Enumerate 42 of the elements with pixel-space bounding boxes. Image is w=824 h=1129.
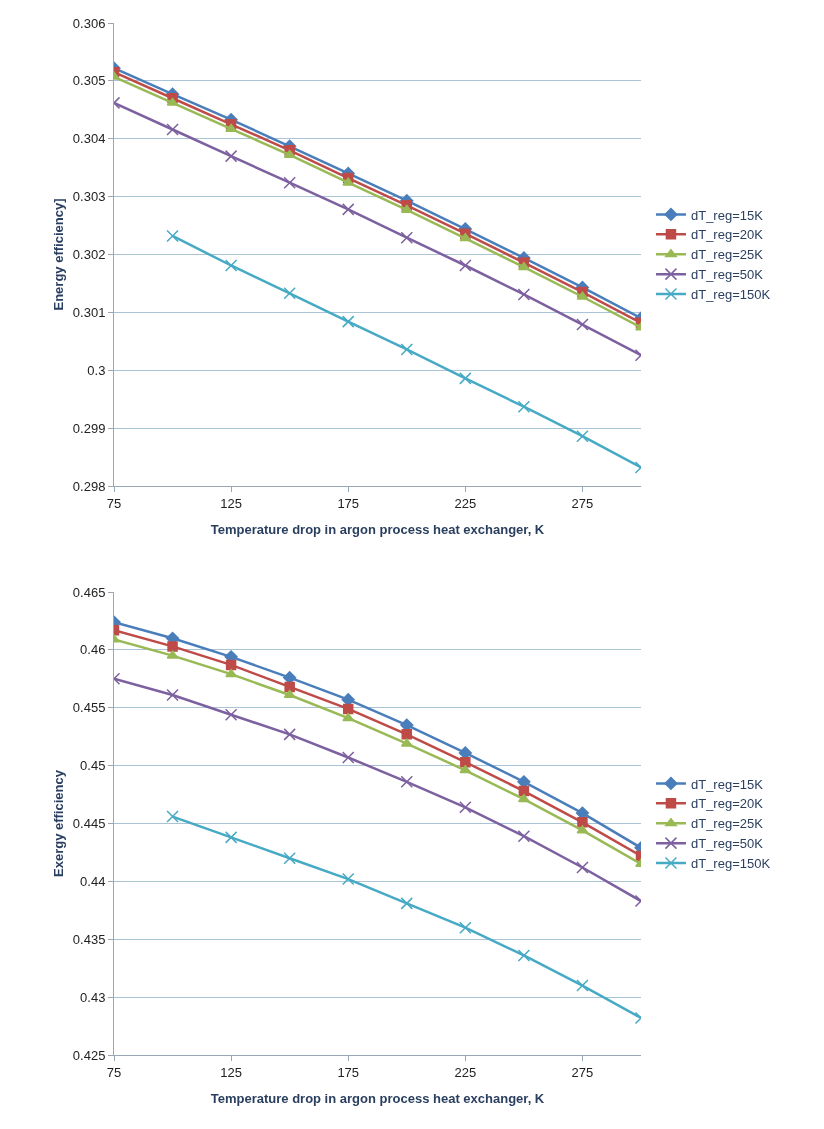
x-tick-label: 175 xyxy=(337,1064,360,1080)
x-tick-label: 275 xyxy=(571,1064,594,1080)
y-tick-label: 0.301 xyxy=(72,304,106,320)
y-tick-label: 0.305 xyxy=(72,73,106,89)
y-axis-title: Exergy efficiency xyxy=(50,769,66,877)
y-tick-label: 0.445 xyxy=(72,816,106,832)
y-tick-label: 0.45 xyxy=(80,758,106,774)
y-tick-label: 0.306 xyxy=(72,15,106,31)
x-tick-label: 225 xyxy=(454,495,477,511)
legend-label: dT_reg=25K xyxy=(690,816,764,832)
x-tick-label: 125 xyxy=(220,495,242,511)
y-tick-label: 0.43 xyxy=(80,989,106,1005)
legend-label: dT_reg=15K xyxy=(690,776,764,792)
legend-label: dT_reg=150K xyxy=(690,287,771,303)
y-tick-label: 0.298 xyxy=(72,478,106,494)
x-tick-label: 125 xyxy=(220,1064,242,1080)
legend-label: dT_reg=20K xyxy=(690,796,764,812)
legend-label: dT_reg=15K xyxy=(690,207,764,223)
legend-label: dT_reg=20K xyxy=(690,227,764,243)
x-tick-label: 275 xyxy=(571,495,594,511)
x-tick-label: 225 xyxy=(454,1064,477,1080)
x-tick-label: 75 xyxy=(106,495,122,511)
legend-label: dT_reg=25K xyxy=(690,247,764,263)
legend-label: dT_reg=150K xyxy=(690,856,771,872)
legend-label: dT_reg=50K xyxy=(690,267,764,283)
y-tick-label: 0.455 xyxy=(72,700,106,716)
x-tick-label: 175 xyxy=(337,495,360,511)
x-axis-title: Temperature drop in argon process heat exchanger, K xyxy=(210,522,545,538)
y-tick-label: 0.302 xyxy=(72,247,106,263)
legend-label: dT_reg=50K xyxy=(690,836,764,852)
y-tick-label: 0.46 xyxy=(80,642,106,658)
y-tick-label: 0.435 xyxy=(72,931,106,947)
y-tick-label: 0.299 xyxy=(72,420,106,436)
y-tick-label: 0.3 xyxy=(87,362,106,378)
y-tick-label: 0.425 xyxy=(72,1047,106,1063)
y-axis-title: Energy efficiency] xyxy=(50,198,66,311)
y-tick-label: 0.465 xyxy=(72,584,106,600)
y-tick-label: 0.44 xyxy=(80,873,106,889)
x-tick-label: 75 xyxy=(106,1064,122,1080)
y-tick-label: 0.304 xyxy=(72,131,106,147)
x-axis-title: Temperature drop in argon process heat exchanger, K xyxy=(210,1091,545,1107)
y-tick-label: 0.303 xyxy=(72,189,106,205)
